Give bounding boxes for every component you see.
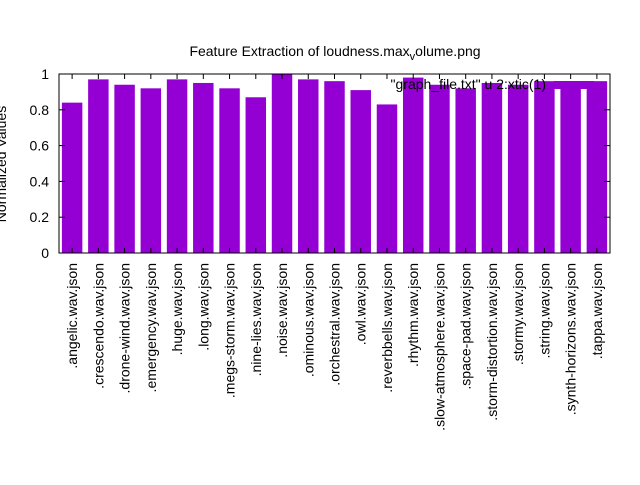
- x-tick-label: .huge.wav.json: [169, 263, 185, 355]
- bar-2: [88, 79, 109, 254]
- y-tick-label: 0.6: [30, 138, 50, 154]
- chart-title-subscript: v: [410, 51, 416, 63]
- bar-9: [271, 74, 293, 253]
- x-tick-label: .owl.wav.json: [353, 263, 369, 345]
- plot-frame: [58, 73, 611, 254]
- chart-title-main: Feature Extraction of loudness.max: [189, 43, 409, 59]
- y-tick-label: 0.2: [30, 209, 50, 225]
- x-tick-label: .stormy.wav.json: [510, 263, 526, 365]
- legend-label: "graph_file.txt" u 2:xtic(1): [391, 76, 546, 92]
- bar-1: [61, 102, 83, 253]
- bar-21: [586, 81, 608, 253]
- y-axis-label: Normalized Values: [0, 106, 9, 222]
- x-tick-label: .angelic.wav.json: [64, 263, 80, 369]
- chart-title: Feature Extraction of loudness.maxvolume…: [189, 43, 480, 63]
- y-tick-label: 0.4: [30, 173, 50, 189]
- chart-title-rest: olume.png: [415, 43, 480, 59]
- bar-15: [429, 84, 450, 254]
- x-tick-label: .reverbbells.wav.json: [379, 263, 395, 393]
- bar-5: [166, 79, 188, 254]
- bar-10: [298, 79, 319, 254]
- x-tick-label: .rhythm.wav.json: [405, 263, 421, 367]
- y-tick-label: 1: [41, 66, 49, 82]
- axes-group: .angelic.wav.json .crescendo.wav.json .dro…: [30, 66, 611, 431]
- x-tick-label: .ominous.wav.json: [300, 263, 316, 377]
- bar-3: [114, 84, 135, 254]
- x-tick-label: .tappa.wav.json: [589, 263, 605, 359]
- bar-14: [402, 77, 424, 253]
- bar-16: [455, 88, 476, 253]
- x-tick-label: .long.wav.json: [195, 263, 211, 351]
- bar-8: [245, 97, 267, 254]
- x-tick-label: .synth-horizons.wav.json: [563, 263, 579, 415]
- y-tick-label: 0.8: [30, 102, 50, 118]
- bar-19: [534, 81, 555, 253]
- x-tick-label: .orchestral.wav.json: [327, 263, 343, 386]
- bar-7: [219, 88, 240, 253]
- x-tick-label: .string.wav.json: [536, 263, 552, 358]
- x-tick-label: .megs-storm.wav.json: [222, 263, 238, 398]
- bar-13: [376, 104, 398, 254]
- x-tick-label: .slow-atmosphere.wav.json: [431, 263, 447, 431]
- x-tick-label: .space-pad.wav.json: [458, 263, 474, 390]
- bar-4: [140, 88, 162, 253]
- y-tick-label: 0: [41, 245, 49, 261]
- legend-swatch: [554, 81, 594, 89]
- bar-20: [560, 82, 581, 253]
- x-tick-label: .emergency.wav.json: [143, 263, 159, 392]
- bars-group: [61, 74, 608, 254]
- x-tick-label: .storm-distortion.wav.json: [484, 263, 500, 421]
- bar-12: [350, 90, 371, 253]
- x-tick-label: .drone-wind.wav.json: [117, 263, 133, 393]
- bar-11: [324, 81, 345, 253]
- bar-6: [193, 82, 214, 253]
- x-tick-label: .nine-lies.wav.json: [248, 263, 264, 376]
- bar-18: [507, 84, 529, 254]
- bar-17: [481, 82, 503, 253]
- x-tick-label: .crescendo.wav.json: [90, 263, 106, 389]
- x-tick-label: .noise.wav.json: [274, 263, 290, 358]
